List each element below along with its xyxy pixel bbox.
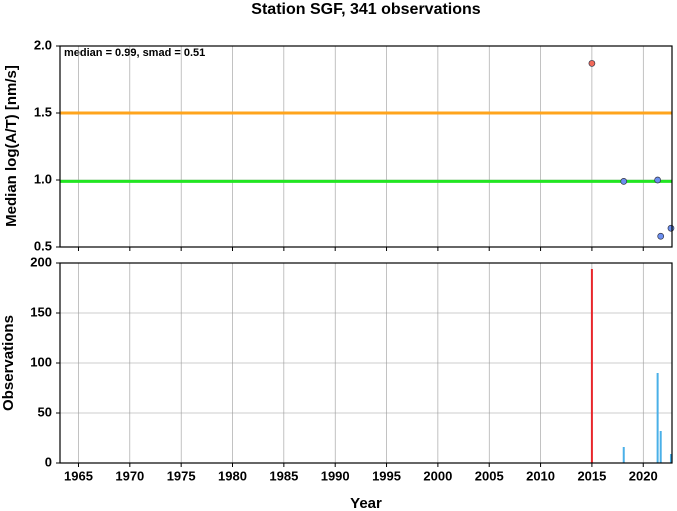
x-tick-label: 1970 [115,468,144,483]
x-tick-label: 2015 [577,468,606,483]
y-tick-label: 200 [30,254,52,269]
bar [669,454,672,463]
y-tick-label: 1.0 [34,171,52,186]
plot-frame [59,45,673,248]
bar [659,431,662,463]
point [667,224,675,232]
chart-title: Station SGF, 341 observations [251,1,481,18]
x-tick-label: 1965 [64,468,93,483]
x-tick-label: 1990 [321,468,350,483]
x-tick-label: 1995 [372,468,401,483]
plot-frame [59,262,673,464]
point [657,232,665,240]
y-tick-label: 2.0 [34,37,52,52]
y-tick-label: 50 [38,404,52,419]
x-tick-label: 1985 [269,468,298,483]
x-tick-label: 1980 [218,468,247,483]
y-tick-label: 150 [30,304,52,319]
y-tick-label: 100 [30,354,52,369]
y-tick-label: 1.5 [34,104,52,119]
y-tick-label: 0.5 [34,238,52,253]
bar [622,447,625,463]
x-tick-label: 2000 [423,468,452,483]
bar [656,373,659,463]
point [654,176,661,184]
point [588,60,596,67]
x-tick-label: 1975 [167,468,196,483]
x-axis-label: Year [350,495,382,511]
y-axis-label: Median log(A/T) [nm/s] [3,65,20,227]
point [620,177,628,185]
x-tick-label: 2005 [475,468,504,483]
y-tick-label: 0 [45,454,52,469]
x-tick-label: 2020 [629,468,658,483]
annotation: median = 0.99, smad = 0.51 [64,47,205,59]
y-axis-label: Observations [0,315,17,411]
bar [590,269,593,463]
x-tick-label: 2010 [526,468,555,483]
